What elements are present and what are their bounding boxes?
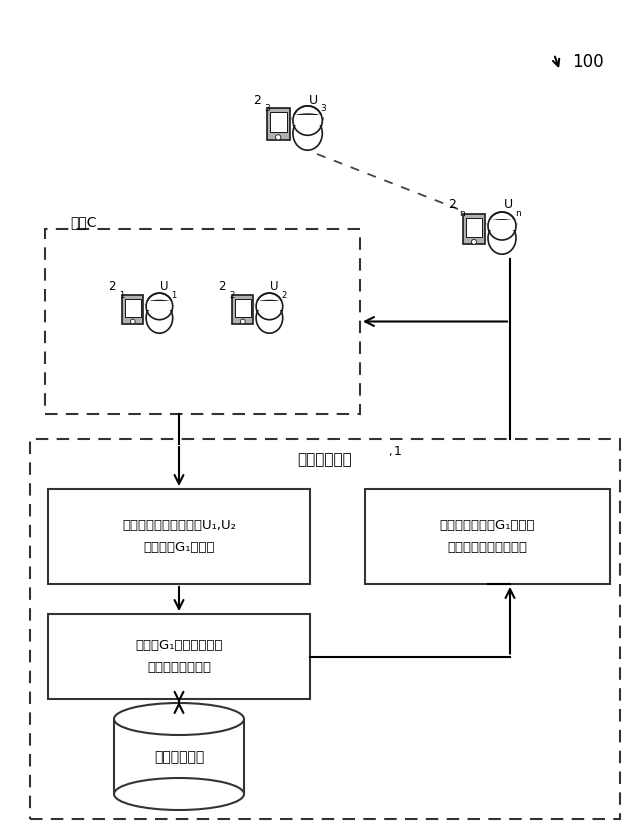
Ellipse shape	[146, 304, 173, 334]
Bar	[269, 112, 287, 133]
Text: U: U	[308, 93, 317, 107]
Circle shape	[256, 294, 283, 320]
Text: 3: 3	[264, 104, 269, 112]
Text: 判定したグルーG₁の価値: 判定したグルーG₁の価値	[440, 519, 535, 532]
Circle shape	[293, 107, 323, 136]
Bar	[487, 221, 517, 231]
Text: 1: 1	[171, 290, 176, 299]
Text: U: U	[160, 280, 168, 293]
Ellipse shape	[256, 304, 283, 334]
Ellipse shape	[114, 703, 244, 735]
Bar	[463, 215, 485, 245]
Ellipse shape	[488, 223, 516, 255]
Bar	[235, 299, 251, 318]
Ellipse shape	[255, 301, 284, 309]
Ellipse shape	[293, 117, 323, 151]
Text: に基づいて情報を提供: に基づいて情報を提供	[447, 540, 527, 553]
Text: 1: 1	[119, 290, 124, 299]
Text: のグルーG₁を特定: のグルーG₁を特定	[143, 540, 215, 553]
Ellipse shape	[487, 221, 516, 229]
Circle shape	[146, 294, 173, 320]
Text: 2: 2	[218, 280, 226, 293]
Text: データベース: データベース	[154, 749, 204, 763]
Circle shape	[241, 320, 245, 324]
Circle shape	[276, 136, 281, 141]
Bar	[45, 230, 360, 414]
Text: 2: 2	[448, 198, 456, 211]
Text: 3: 3	[320, 104, 326, 112]
Bar	[122, 295, 143, 324]
Text: グルーG₁の情報提供先: グルーG₁の情報提供先	[135, 638, 223, 651]
Text: 行動を共にするユーザU₁,U₂: 行動を共にするユーザU₁,U₂	[122, 519, 236, 532]
Ellipse shape	[114, 778, 244, 810]
Bar	[267, 109, 290, 141]
Text: ,: ,	[388, 447, 392, 457]
Bar	[255, 302, 284, 311]
Circle shape	[131, 320, 135, 324]
Text: n: n	[515, 208, 521, 218]
Bar	[30, 439, 620, 819]
Ellipse shape	[293, 116, 323, 122]
Bar	[466, 218, 483, 238]
Text: U: U	[269, 280, 278, 293]
Text: 1: 1	[394, 445, 402, 458]
Text: 2: 2	[253, 93, 261, 107]
Ellipse shape	[488, 222, 516, 227]
Text: 車両C: 車両C	[70, 215, 97, 229]
Ellipse shape	[145, 301, 173, 309]
Text: n: n	[459, 208, 465, 218]
Ellipse shape	[292, 115, 323, 124]
Text: として価値を判定: として価値を判定	[147, 660, 211, 673]
Text: U: U	[504, 198, 513, 211]
Bar	[232, 295, 253, 324]
Bar	[48, 614, 310, 699]
Bar	[292, 116, 323, 126]
Bar	[365, 490, 610, 585]
Ellipse shape	[146, 302, 173, 308]
Text: 100: 100	[572, 53, 604, 71]
Bar	[114, 719, 244, 794]
Ellipse shape	[256, 302, 283, 308]
Bar	[145, 302, 173, 311]
Bar	[48, 490, 310, 585]
Bar	[125, 299, 141, 318]
Text: 情報提供装置: 情報提供装置	[298, 452, 353, 467]
Circle shape	[488, 213, 516, 241]
Text: 2: 2	[229, 290, 234, 299]
Text: 2: 2	[108, 280, 116, 293]
Circle shape	[472, 240, 477, 245]
Text: 2: 2	[281, 290, 286, 299]
